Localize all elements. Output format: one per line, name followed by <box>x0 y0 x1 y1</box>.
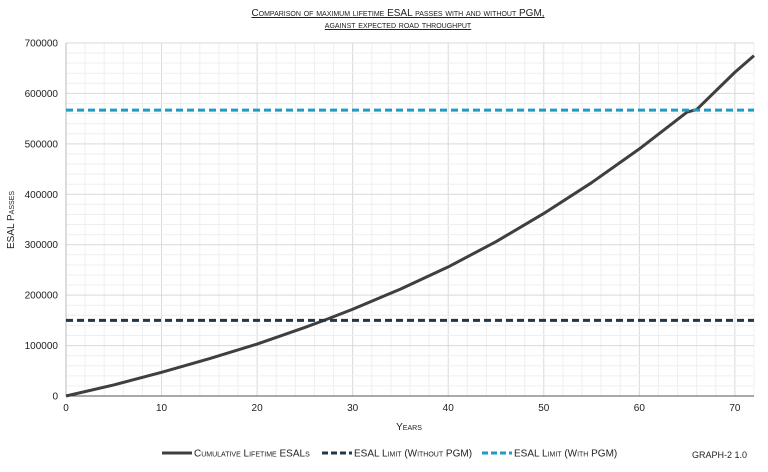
chart-title: Comparison of maximum lifetime ESAL pass… <box>251 8 544 31</box>
y-tick-label: 300000 <box>25 240 59 251</box>
y-tick-label: 500000 <box>25 139 59 150</box>
x-tick-label: 60 <box>634 403 646 414</box>
grid <box>65 42 755 397</box>
chart-title-line-1: Comparison of maximum lifetime ESAL pass… <box>251 8 544 19</box>
chart-title-line-2: against expected road throughput <box>325 20 472 31</box>
x-tick-label: 70 <box>729 403 741 414</box>
x-tick-labels: 0 10 20 30 40 50 60 70 <box>63 403 741 414</box>
y-tick-label: 600000 <box>25 89 59 100</box>
y-tick-label: 700000 <box>25 39 59 50</box>
legend-label-1: Cumulative Lifetime ESALs <box>194 449 310 460</box>
graph-code-annotation: GRAPH-2 1.0 <box>692 450 747 460</box>
x-tick-label: 10 <box>156 403 168 414</box>
legend-label-3: ESAL Limit (With PGM) <box>514 449 617 460</box>
x-tick-label: 40 <box>443 403 455 414</box>
legend-label-2: ESAL Limit (Without PGM) <box>354 449 472 460</box>
series-lines <box>65 54 755 398</box>
x-tick-label: 50 <box>538 403 550 414</box>
y-tick-label: 400000 <box>25 190 59 201</box>
y-tick-label: 100000 <box>25 341 59 352</box>
y-axis-label: ESAL Passes <box>6 191 17 249</box>
y-tick-label: 200000 <box>25 291 59 302</box>
series-line-1 <box>65 54 755 398</box>
x-tick-label: 30 <box>347 403 359 414</box>
y-tick-labels: 0 100000 200000 300000 400000 500000 600000 700… <box>25 39 59 403</box>
axes <box>65 43 754 397</box>
x-tick-label: 20 <box>252 403 264 414</box>
legend: Cumulative Lifetime ESALs ESAL Limit (Wit… <box>162 449 617 460</box>
x-axis-label: Years <box>396 422 422 433</box>
x-tick-label: 0 <box>63 403 69 414</box>
y-tick-label: 0 <box>52 392 58 403</box>
